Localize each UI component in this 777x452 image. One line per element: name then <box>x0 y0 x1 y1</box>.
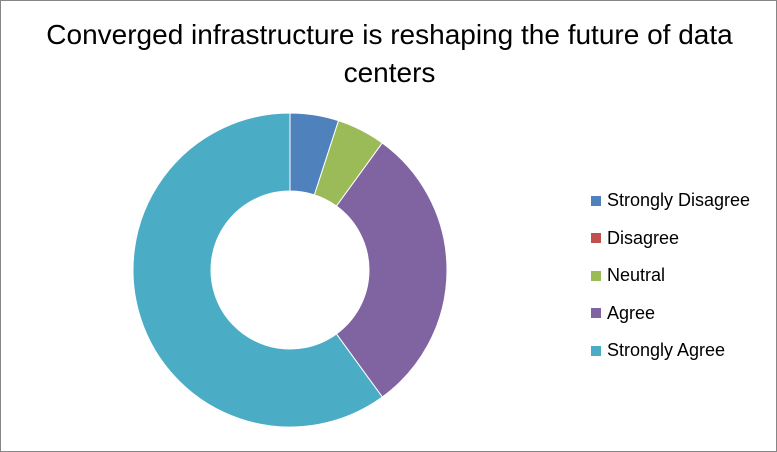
chart-title: Converged infrastructure is reshaping th… <box>46 19 733 88</box>
legend-item-neutral: Neutral <box>591 257 750 295</box>
legend-swatch <box>591 233 601 244</box>
legend-swatch <box>591 308 601 319</box>
slice-strongly-agree <box>132 112 383 428</box>
legend-label: Agree <box>607 302 656 323</box>
legend-item-agree: Agree <box>591 295 750 333</box>
legend-item-disagree: Disagree <box>591 220 750 258</box>
slice-agree <box>335 142 448 398</box>
legend: Strongly Disagree Disagree Neutral Agree Str… <box>591 182 750 370</box>
legend-swatch <box>591 195 601 206</box>
legend-label: Disagree <box>607 227 680 248</box>
legend-swatch <box>591 345 601 356</box>
legend-item-strongly-agree: Strongly Agree <box>591 332 750 370</box>
legend-swatch <box>591 270 601 281</box>
legend-label: Strongly Disagree <box>607 190 751 211</box>
legend-item-strongly-disagree: Strongly Disagree <box>591 182 750 220</box>
legend-label: Neutral <box>607 265 666 286</box>
donut-slices <box>132 112 448 428</box>
legend-label: Strongly Agree <box>607 340 726 361</box>
